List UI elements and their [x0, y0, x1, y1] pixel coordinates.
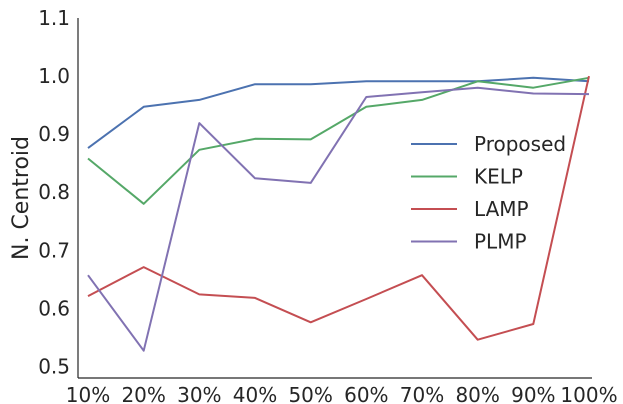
series-line-kelp: [87, 76, 590, 205]
x-tick-label: 20%: [121, 383, 165, 404]
x-tick-label: 90%: [511, 383, 555, 404]
x-tick-label: 50%: [288, 383, 332, 404]
y-tick-label: 1.0: [38, 64, 70, 88]
y-tick-label: 1.1: [38, 6, 70, 30]
x-tick-label: 80%: [455, 383, 499, 404]
x-tick-label: 30%: [177, 383, 221, 404]
series-group: [87, 75, 590, 352]
x-tick-label: 60%: [344, 383, 388, 404]
series-line-lamp: [87, 75, 590, 341]
y-tick-label: 0.6: [38, 296, 70, 320]
y-axis-title: N. Centroid: [9, 136, 34, 260]
legend-label-plmp: PLMP: [474, 230, 527, 254]
series-line-plmp: [87, 86, 590, 352]
legend-label-lamp: LAMP: [474, 197, 529, 221]
series-line-proposed: [87, 76, 590, 149]
x-tick-label: 40%: [233, 383, 277, 404]
x-tick-label: 10%: [66, 383, 110, 404]
x-tick-label: 70%: [400, 383, 444, 404]
legend-label-proposed: Proposed: [474, 132, 566, 156]
legend-label-kelp: KELP: [474, 165, 523, 189]
legend: Proposed KELP LAMP PLMP: [411, 132, 566, 254]
y-tick-label: 0.7: [38, 238, 70, 262]
y-tick-label: 0.9: [38, 122, 70, 146]
y-tick-label: 0.5: [38, 354, 70, 378]
y-tick-label: 0.8: [38, 180, 70, 204]
axes: 0.5 0.6 0.7 0.8 0.9 1.0 1.1 10% 20% 30% 40% 50% 60% 7…: [9, 6, 618, 404]
x-tick-label: 100%: [560, 383, 617, 404]
